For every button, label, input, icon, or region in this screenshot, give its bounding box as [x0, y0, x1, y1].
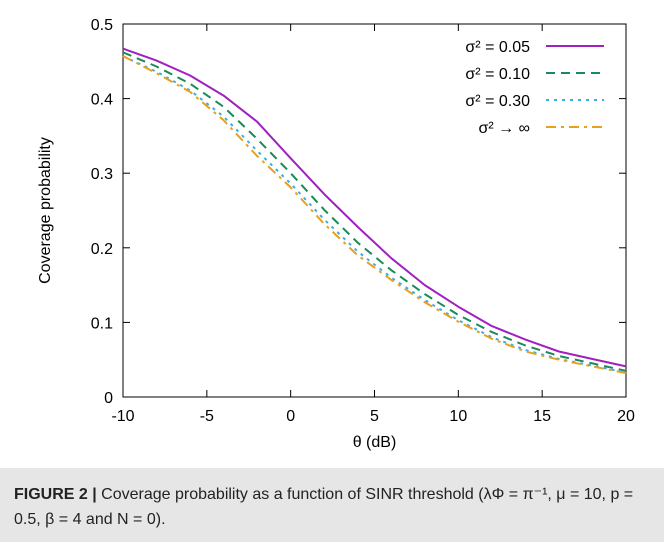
legend-label-2: σ² = 0.10	[465, 66, 530, 83]
y-tick-label: 0.2	[91, 241, 113, 258]
y-tick-label: 0.1	[91, 315, 113, 332]
x-axis-label: θ (dB)	[353, 434, 397, 451]
y-axis-label: Coverage probability	[37, 137, 54, 284]
chart: -10 -5 0 5 10 15 20 0 0.1 0.2 0.3 0.4 0.5 θ (dB) Cover…	[37, 17, 635, 451]
legend-label-3: σ² = 0.30	[465, 93, 530, 110]
plot-panel: -10 -5 0 5 10 15 20 0 0.1 0.2 0.3 0.4 0.5 θ (dB) Cover…	[37, 17, 635, 451]
caption-panel: FIGURE 2 | Coverage probability as a fun…	[0, 468, 664, 542]
y-tick-label: 0.3	[91, 166, 113, 183]
y-tick-label: 0	[104, 390, 113, 407]
y-tick-label: 0.5	[91, 17, 113, 34]
y-tick-label: 0.4	[91, 92, 113, 109]
x-tick-label: 20	[617, 408, 635, 425]
series-line-1	[122, 47, 627, 368]
x-tick-label: 0	[286, 408, 295, 425]
x-tick-label: -5	[200, 408, 214, 425]
x-tick-label: 15	[533, 408, 551, 425]
caption-text: Coverage probability as a function of SI…	[14, 486, 634, 528]
x-tick-label: 5	[370, 408, 379, 425]
series-line-4	[122, 55, 627, 375]
x-tick-label: 10	[449, 408, 467, 425]
figure-caption: FIGURE 2 | Coverage probability as a fun…	[14, 482, 650, 532]
caption-label: FIGURE 2 |	[14, 486, 97, 503]
series-line-2	[122, 51, 627, 372]
series-line-3	[122, 55, 627, 374]
legend-label-1: σ² = 0.05	[465, 39, 530, 56]
x-tick-label: -10	[111, 408, 134, 425]
legend-label-4: σ² → ∞	[479, 120, 531, 137]
